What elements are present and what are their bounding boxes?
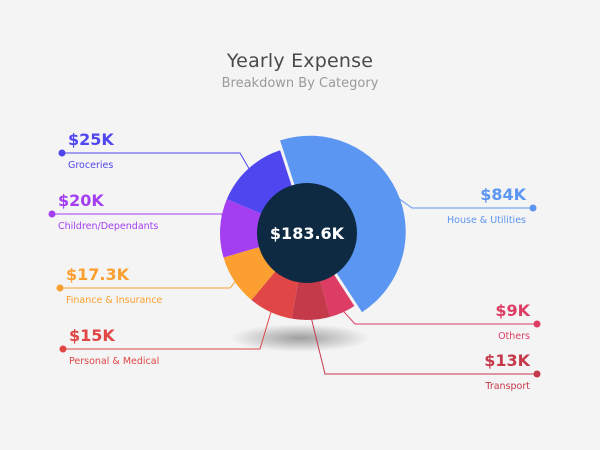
value-label-others: $9K bbox=[495, 301, 530, 320]
leader-line-personal-medical bbox=[63, 308, 273, 350]
chart-shadow bbox=[230, 324, 370, 352]
leader-line-others bbox=[340, 308, 537, 325]
leader-dot-finance-insurance bbox=[56, 284, 64, 292]
leader-line-finance-insurance bbox=[60, 278, 239, 289]
labels-layer: $84K House & Utilities $9K Others $13K Transp… bbox=[58, 130, 531, 392]
leader-line-transport bbox=[310, 315, 537, 375]
total-label: $183.6K bbox=[270, 224, 345, 243]
chart-title: Yearly Expense bbox=[226, 50, 374, 72]
leader-dot-others bbox=[533, 320, 541, 328]
category-label-personal-medical: Personal & Medical bbox=[69, 356, 159, 367]
value-label-transport: $13K bbox=[484, 351, 530, 370]
leader-line-children-dependants bbox=[52, 213, 225, 229]
leaders-layer bbox=[48, 149, 541, 378]
leader-dot-personal-medical bbox=[59, 345, 67, 353]
leader-line-groceries bbox=[62, 152, 252, 173]
category-label-others: Others bbox=[498, 331, 530, 342]
chart-subtitle: Breakdown By Category bbox=[221, 76, 379, 91]
category-label-finance-insurance: Finance & Insurance bbox=[66, 295, 163, 306]
value-label-personal-medical: $15K bbox=[69, 326, 115, 345]
leader-dot-house-utilities bbox=[529, 204, 537, 212]
category-label-house-utilities: House & Utilities bbox=[447, 215, 526, 226]
value-label-groceries: $25K bbox=[68, 130, 114, 149]
value-label-children-dependants: $20K bbox=[58, 191, 104, 210]
category-label-children-dependants: Children/Dependants bbox=[58, 221, 158, 232]
leader-line-house-utilities bbox=[390, 192, 533, 209]
leader-dot-transport bbox=[533, 370, 541, 378]
center-total-circle bbox=[257, 183, 357, 283]
category-label-transport: Transport bbox=[484, 381, 530, 392]
leader-dot-groceries bbox=[58, 149, 66, 157]
leader-dot-children-dependants bbox=[48, 210, 56, 218]
value-label-house-utilities: $84K bbox=[480, 185, 526, 204]
value-label-finance-insurance: $17.3K bbox=[66, 265, 130, 284]
category-label-groceries: Groceries bbox=[68, 160, 113, 171]
